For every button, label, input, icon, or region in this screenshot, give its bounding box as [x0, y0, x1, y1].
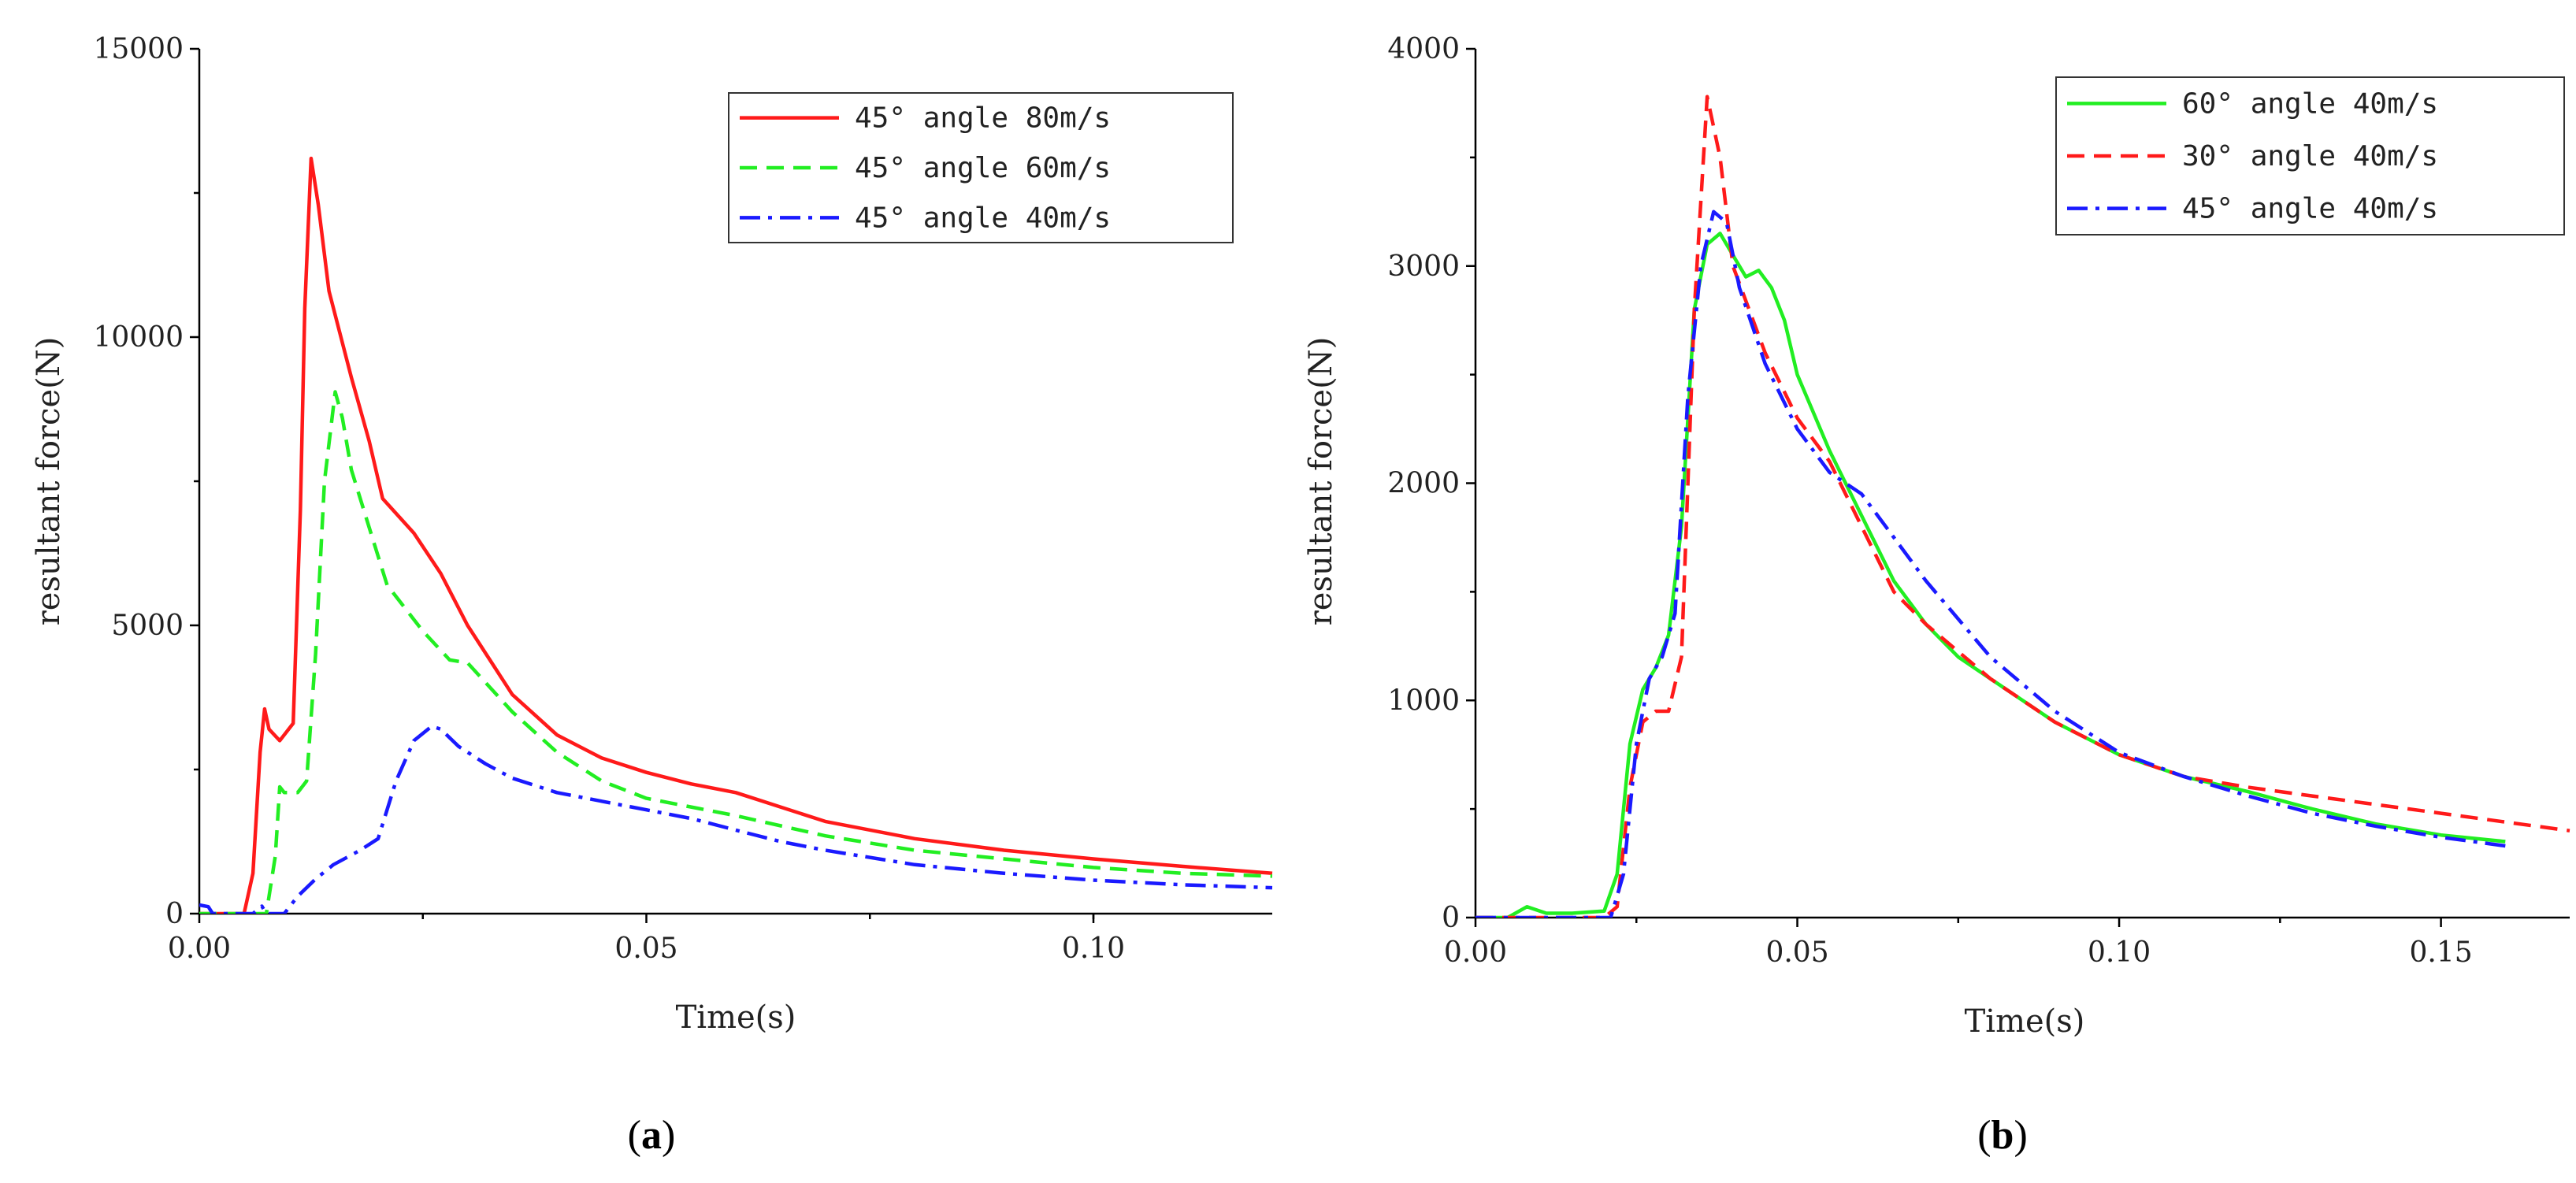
- series-line-2: [199, 724, 1273, 914]
- y-tick-label: 0: [165, 898, 184, 930]
- x-tick-label: 0.10: [2088, 936, 2151, 969]
- legend-label: 45° angle 40m/s: [855, 202, 1111, 234]
- legend-label: 60° angle 40m/s: [2182, 87, 2438, 120]
- legend-label: 45° angle 80m/s: [855, 102, 1111, 135]
- chart-panel-b: 0 1000 2000 3000 4000 0.00 0.05 0.10 0.15 Time(s)…: [1303, 33, 2570, 1158]
- legend: 60° angle 40m/s 30° angle 40m/s 45° angle …: [2055, 76, 2565, 235]
- y-tick-label: 3000: [1387, 250, 1460, 283]
- series-line-2: [1475, 210, 2506, 918]
- x-tick-label: 0.00: [1444, 936, 1507, 969]
- x-tick-label: 0.05: [614, 933, 677, 965]
- y-tick-label: 15000: [93, 33, 184, 65]
- x-axis-title: Time(s): [676, 999, 796, 1036]
- x-axis-title: Time(s): [1965, 1003, 2085, 1040]
- y-axis-title: resultant force(N): [31, 337, 67, 626]
- y-axis-title: resultant force(N): [1303, 337, 1339, 626]
- series-line-1: [1475, 95, 2570, 918]
- panel-label: (a): [628, 1113, 676, 1158]
- x-tick-label: 0.05: [1765, 936, 1828, 969]
- series-line-0: [199, 156, 1273, 914]
- y-tick-label: 1000: [1387, 684, 1460, 717]
- x-tick-label: 0.10: [1062, 933, 1125, 965]
- x-tick-label: 0.00: [168, 933, 231, 965]
- legend-label: 30° angle 40m/s: [2182, 140, 2438, 172]
- panel-label: (b): [1977, 1113, 2028, 1158]
- legend-label: 45° angle 40m/s: [2182, 193, 2438, 225]
- x-tick-label: 0.15: [2410, 936, 2473, 969]
- legend-label: 45° angle 60m/s: [855, 152, 1111, 184]
- y-tick-label: 2000: [1387, 468, 1460, 500]
- y-tick-label: 5000: [111, 610, 184, 642]
- y-tick-label: 0: [1442, 902, 1460, 934]
- y-tick-label: 4000: [1387, 33, 1460, 65]
- legend: 45° angle 80m/s 45° angle 60m/s 45° angle …: [728, 92, 1234, 243]
- series-line-0: [1475, 232, 2506, 918]
- series-line-1: [199, 390, 1273, 914]
- chart-panel-a: 0 5000 10000 15000 0.00 0.05 0.10 Time(s) result…: [31, 33, 1273, 1158]
- y-tick-label: 10000: [93, 321, 184, 354]
